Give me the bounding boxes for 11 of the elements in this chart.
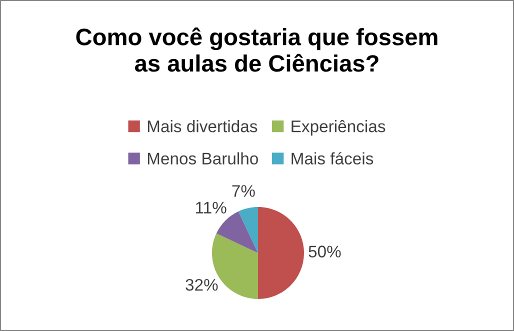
chart-title: Como você gostaria que fossem as aulas de Ciências? [76,28,438,72]
legend-label: Menos Barulho [148,152,258,164]
legend-label: Mais fáceis [292,152,374,164]
data-label: 50% [308,246,341,258]
data-label: 7% [232,185,255,197]
pie-slice [238,207,258,253]
data-label: 32% [186,278,218,291]
legend-label: Experiências [292,120,386,136]
legend-label: Mais divertidas [148,120,258,132]
pie-slice [258,207,304,299]
data-label: 11% [196,202,226,214]
